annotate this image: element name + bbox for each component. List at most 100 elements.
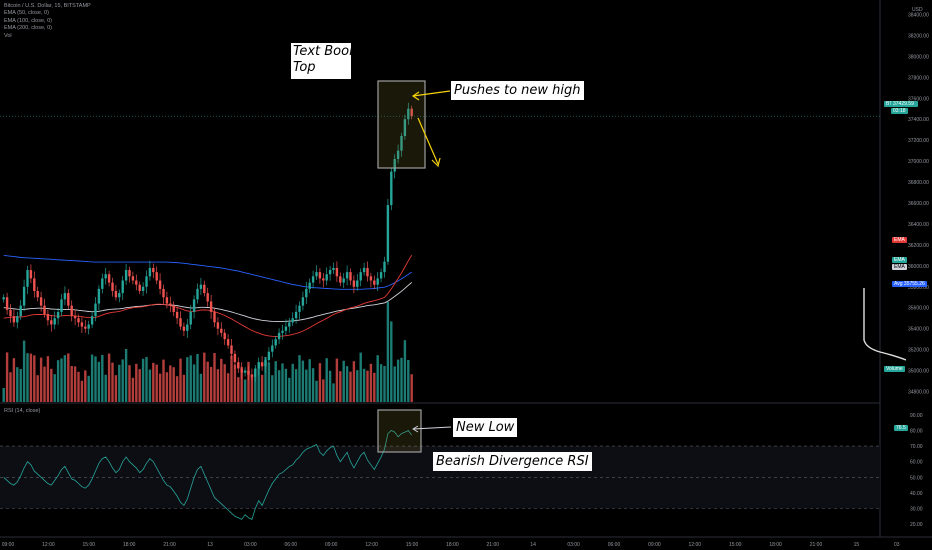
price-axis[interactable]: 38400.00 38200.00 38000.00 37800.00 37600.00… [908,12,929,395]
bearish-divergence-note[interactable]: Bearish Divergence RSI [433,452,592,471]
candle-body [250,374,254,377]
volume-bar [175,376,179,402]
candle-body [203,284,206,294]
volume-bar [148,369,152,402]
time-tick-label: 15:00 [83,542,96,548]
candle-body [33,278,36,291]
volume-bar [26,353,29,402]
candle-body [206,293,209,302]
volume-bar [97,361,101,402]
rsi-tick-label: 70.00 [910,444,923,450]
ema200-legend[interactable]: EMA (200, close, 0) [4,25,52,32]
volume-bar [53,374,56,402]
candle-body [12,316,16,323]
candle-body [315,272,318,277]
new-low-note[interactable]: New Low [453,418,518,437]
candle-body [318,272,322,279]
candle-body [77,318,80,323]
candle-body [237,362,240,369]
volume-bar [107,353,111,402]
price-tick-label: 38400.00 [908,12,929,18]
ema-tag-teal: EMA [892,257,907,263]
textbook-top-note[interactable]: Text Book Top [291,43,357,79]
volume-bar [80,380,84,402]
volume-bar [396,359,400,402]
candle-body [155,272,158,281]
time-axis[interactable]: 09:00 12:00 15:00 18:00 21:00 13 03:00 06:00 09:… [2,542,900,548]
candle-body [308,282,311,289]
volume-bar [77,371,80,402]
candle-body [2,297,5,300]
volume-bar [192,364,196,402]
volume-bar [342,360,345,402]
volume-bar [352,361,356,402]
price-tick-label: 37000.00 [908,159,929,165]
ema100-legend[interactable]: EMA (100, close, 0) [4,17,52,24]
candle-body [274,339,277,346]
volume-legend[interactable]: Vol [4,32,12,39]
candle-body [220,328,223,333]
drawing-overlay[interactable] [0,80,907,453]
volume-bar [386,302,390,402]
volume-bar [169,365,172,402]
rsi-polyline [3,429,413,520]
volume-bar [213,353,216,402]
time-tick-label: 13 [207,542,213,548]
candle-body [379,272,383,279]
candle-body [121,280,124,294]
candle-body [97,288,101,304]
time-tick-label: 14 [530,542,536,548]
volume-bar [43,366,46,402]
symbol-title[interactable]: Bitcoin / U.S. Dollar, 15, BITSTAMP [4,3,91,9]
pushes-new-high-note[interactable]: Pushes to new high [451,81,584,100]
candle-body [288,322,291,327]
time-tick-label: 03 [894,542,900,548]
candle-body [19,305,22,317]
volume-bar [257,362,260,402]
arrow-new-high [412,90,451,97]
volume-bar [5,352,9,402]
top-highlight-box [377,80,426,169]
time-tick-label: 15:00 [406,542,419,548]
candle-body [264,360,267,367]
candle-body [386,205,390,262]
volume-bar [19,369,22,402]
candle-body [114,290,118,298]
candle-body [230,345,233,354]
candle-body [73,316,77,319]
volume-bar [339,371,342,402]
volume-bar [288,377,291,402]
ema200-line [3,254,412,290]
time-tick-label: 03:00 [567,542,580,548]
price-tick-label: 35000.00 [908,369,929,375]
candle-body [410,108,413,117]
volume-bar [264,357,267,402]
currency-label: USD [912,7,923,13]
price-tick-label: 36000.00 [908,264,929,270]
volume-bar [254,372,257,402]
candle-body [332,267,335,271]
candle-body [281,330,284,333]
candle-body [182,326,186,331]
candle-body [311,276,315,283]
candle-body [128,270,131,277]
arrowhead-down [431,157,441,168]
volume-bar [203,352,206,402]
volume-bar [33,355,36,402]
volume-bar [369,363,373,402]
volume-bar [36,375,39,402]
volume-bar [145,357,148,402]
volume-bar [56,360,60,402]
candle-body [390,171,393,206]
candle-body [376,278,379,285]
candle-body [223,332,226,340]
candle-body [169,303,172,306]
time-tick-label: 21:00 [163,542,176,548]
rsi-axis[interactable]: 90.00 80.00 70.00 60.00 50.00 40.00 30.00 20.00 [910,413,923,528]
candle-body [260,362,264,367]
candle-body [209,301,213,312]
candle-body [369,276,373,281]
rsi-legend[interactable]: RSI (14, close) [4,408,41,414]
ema50-legend[interactable]: EMA (50, close, 0) [4,10,49,17]
candle-body [383,261,386,273]
